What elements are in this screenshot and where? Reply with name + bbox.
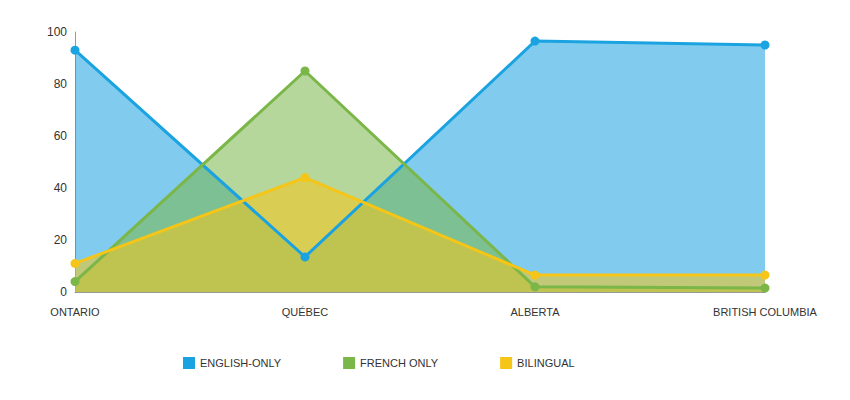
svg-text:40: 40 bbox=[54, 181, 68, 195]
svg-text:20: 20 bbox=[54, 233, 68, 247]
svg-text:FRENCH ONLY: FRENCH ONLY bbox=[360, 357, 439, 369]
svg-text:0: 0 bbox=[60, 285, 67, 299]
svg-text:80: 80 bbox=[54, 77, 68, 91]
svg-text:BRITISH COLUMBIA: BRITISH COLUMBIA bbox=[713, 306, 818, 318]
svg-text:60: 60 bbox=[54, 129, 68, 143]
svg-text:BILINGUAL: BILINGUAL bbox=[517, 357, 574, 369]
svg-text:ALBERTA: ALBERTA bbox=[510, 306, 560, 318]
svg-text:100: 100 bbox=[47, 25, 67, 39]
svg-text:ONTARIO: ONTARIO bbox=[50, 306, 100, 318]
svg-text:QUÉBEC: QUÉBEC bbox=[282, 306, 329, 318]
svg-text:ENGLISH-ONLY: ENGLISH-ONLY bbox=[200, 357, 282, 369]
